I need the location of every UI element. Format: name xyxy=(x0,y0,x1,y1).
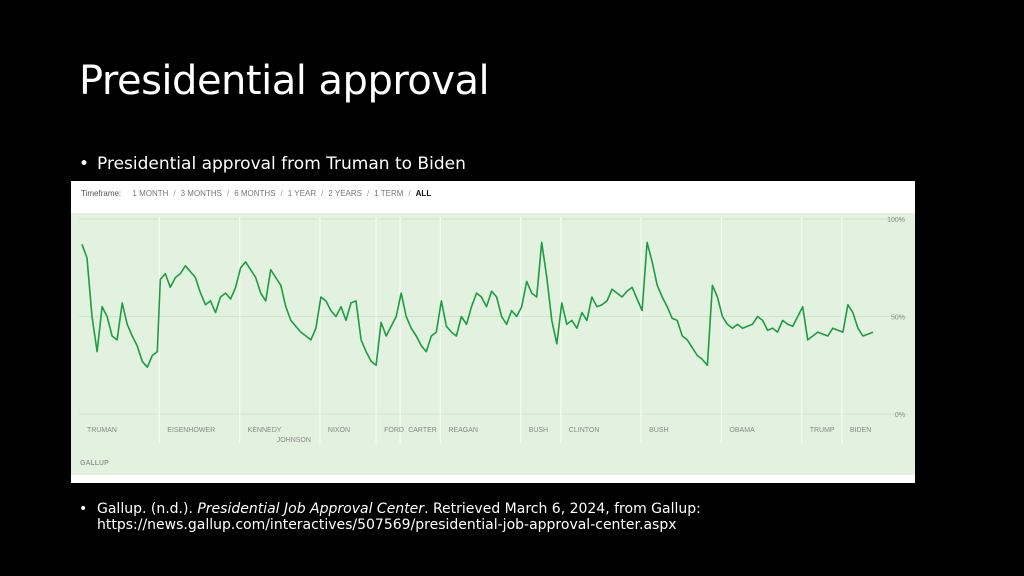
timeframe-option-3-months[interactable]: 3 MONTHS xyxy=(180,189,222,198)
bullet-dot: • xyxy=(79,501,88,517)
bullet-citation: • Gallup. (n.d.). Presidential Job Approv… xyxy=(79,501,879,533)
bullet-text: Presidential approval from Truman to Bid… xyxy=(97,154,466,174)
y-tick-label: 100% xyxy=(887,217,905,224)
timeframe-separator: / xyxy=(321,189,324,198)
citation-suffix: . Retrieved March 6, 2024, from Gallup: xyxy=(424,501,701,517)
timeframe-separator: / xyxy=(280,189,283,198)
timeframe-selector: Timeframe: 1 MONTH / 3 MONTHS / 6 MONTHS / 1 Y… xyxy=(81,189,434,198)
y-tick-label: 0% xyxy=(895,412,905,419)
bullet-dot: • xyxy=(79,154,90,174)
timeframe-separator: / xyxy=(366,189,370,198)
president-label: OBAMA xyxy=(729,427,755,434)
citation-url[interactable]: https://news.gallup.com/interactives/507… xyxy=(97,517,677,533)
slide-title: Presidential approval xyxy=(79,58,490,104)
president-label: BUSH xyxy=(529,427,548,434)
timeframe-label: Timeframe: xyxy=(81,189,122,198)
president-label: BIDEN xyxy=(850,427,871,434)
timeframe-separator: / xyxy=(173,189,176,198)
timeframe-option-all[interactable]: ALL xyxy=(415,189,432,198)
citation-title: Presidential Job Approval Center xyxy=(197,501,425,517)
president-label: JOHNSON xyxy=(277,437,311,444)
plot-background xyxy=(71,213,915,475)
president-label: CARTER xyxy=(408,427,437,434)
timeframe-option-1-year[interactable]: 1 YEAR xyxy=(287,189,317,198)
president-label: FORD xyxy=(384,427,404,434)
timeframe-separator: / xyxy=(408,189,411,198)
president-label: REAGAN xyxy=(448,427,478,434)
president-label: EISENHOWER xyxy=(167,427,215,434)
gallup-chart-panel: Timeframe: 1 MONTH / 3 MONTHS / 6 MONTHS / 1 Y… xyxy=(71,181,915,483)
president-label: CLINTON xyxy=(569,427,600,434)
source-label: GALLUP xyxy=(80,460,109,467)
president-label: BUSH xyxy=(649,427,668,434)
timeframe-option-1-term[interactable]: 1 TERM xyxy=(374,189,404,198)
timeframe-option-2-years[interactable]: 2 YEARS xyxy=(328,189,362,198)
citation-prefix: Gallup. (n.d.). xyxy=(97,501,198,517)
bullet-approval: • Presidential approval from Truman to Bi… xyxy=(79,154,466,174)
president-label: TRUMAN xyxy=(87,427,117,434)
president-label: KENNEDY xyxy=(248,427,282,434)
president-label: TRUMP xyxy=(810,427,835,434)
president-label: NIXON xyxy=(328,427,350,434)
timeframe-separator: / xyxy=(226,189,230,198)
approval-line xyxy=(81,241,874,368)
timeframe-option-6-months[interactable]: 6 MONTHS xyxy=(234,189,276,198)
timeframe-option-1-month[interactable]: 1 MONTH xyxy=(132,189,169,198)
y-tick-label: 50% xyxy=(891,315,905,322)
approval-chart: 100% 50% 0% TRUMAN EISENHOWER KENNEDY JOHNSON N… xyxy=(71,213,915,475)
